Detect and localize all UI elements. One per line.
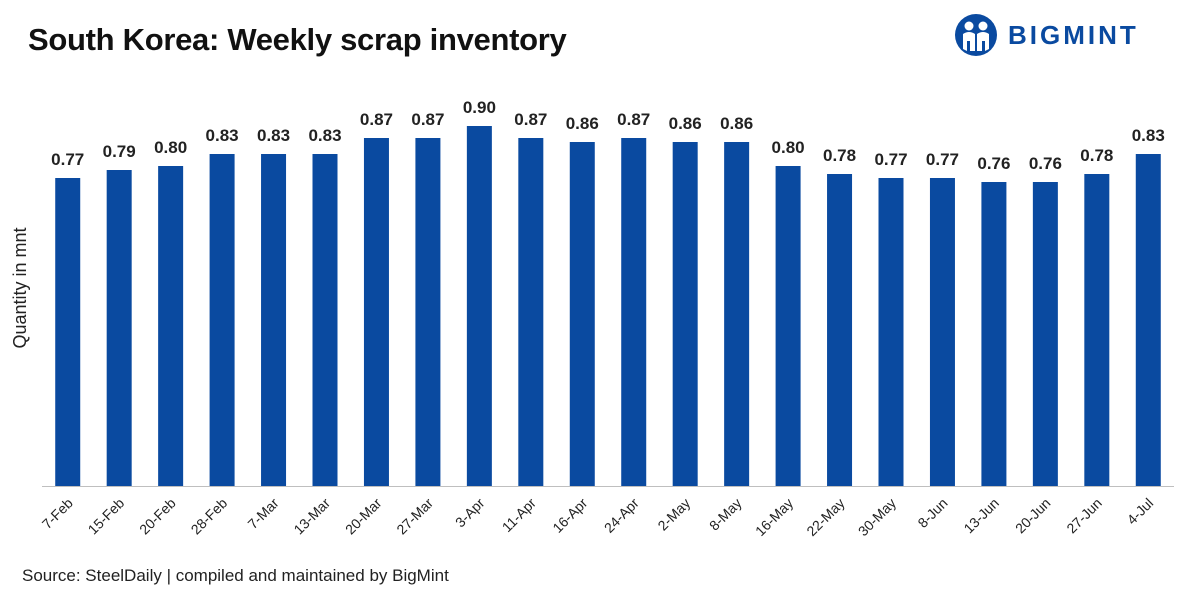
- value-label-16-Apr: 0.86: [566, 114, 599, 133]
- x-tick-label-4-Jul: 4-Jul: [1124, 495, 1157, 528]
- x-tick-labels-group: 7-Feb 15-Feb 20-Feb 28-Feb 7-Mar 13-Mar 20-Mar…: [39, 495, 1157, 540]
- value-label-27-Jun: 0.78: [1080, 146, 1113, 165]
- value-label-24-Apr: 0.87: [617, 110, 650, 129]
- bar-2-May: [672, 142, 698, 486]
- x-tick-label-20-Feb: 20-Feb: [136, 495, 179, 538]
- value-label-13-Mar: 0.83: [308, 126, 341, 145]
- value-label-7-Mar: 0.83: [257, 126, 290, 145]
- value-label-13-Jun: 0.76: [977, 154, 1010, 173]
- bar-13-Mar: [312, 154, 338, 486]
- value-label-15-Feb: 0.79: [103, 142, 136, 161]
- bar-8-Jun: [929, 178, 955, 486]
- x-tick-label-7-Feb: 7-Feb: [39, 495, 76, 532]
- bar-24-Apr: [621, 138, 647, 486]
- x-tick-label-13-Jun: 13-Jun: [960, 495, 1002, 537]
- x-tick-label-8-Jun: 8-Jun: [914, 495, 950, 531]
- value-labels-group: 0.77 0.79 0.80 0.83 0.83 0.83 0.87 0.87 0.90 0.87…: [51, 98, 1165, 173]
- x-tick-label-7-Mar: 7-Mar: [244, 495, 281, 532]
- bigmint-logo: BIGMINT: [954, 12, 1174, 58]
- x-tick-label-22-May: 22-May: [803, 495, 847, 539]
- bar-22-May: [827, 174, 853, 486]
- bar-11-Apr: [518, 138, 544, 486]
- x-tick-label-8-May: 8-May: [706, 495, 745, 534]
- value-label-16-May: 0.80: [772, 138, 805, 157]
- value-label-8-Jun: 0.77: [926, 150, 959, 169]
- bar-27-Jun: [1084, 174, 1110, 486]
- value-label-27-Mar: 0.87: [411, 110, 444, 129]
- bar-15-Feb: [106, 170, 132, 486]
- bar-20-Feb: [158, 166, 184, 486]
- bar-7-Feb: [55, 178, 81, 486]
- chart-title: South Korea: Weekly scrap inventory: [28, 22, 567, 57]
- value-label-7-Feb: 0.77: [51, 150, 84, 169]
- bar-8-May: [724, 142, 750, 486]
- bar-20-Mar: [363, 138, 389, 486]
- value-label-28-Feb: 0.83: [206, 126, 239, 145]
- bar-7-Mar: [261, 154, 287, 486]
- value-label-30-May: 0.77: [874, 150, 907, 169]
- bar-3-Apr: [466, 126, 492, 486]
- bar-30-May: [878, 178, 904, 486]
- x-tick-label-27-Jun: 27-Jun: [1063, 495, 1105, 537]
- bar-16-May: [775, 166, 801, 486]
- y-axis-label: Quantity in mnt: [10, 227, 30, 348]
- x-tick-label-2-May: 2-May: [654, 495, 693, 534]
- x-tick-label-16-May: 16-May: [752, 495, 796, 539]
- value-label-3-Apr: 0.90: [463, 98, 496, 117]
- bar-16-Apr: [569, 142, 595, 486]
- logo-text: BIGMINT: [1008, 19, 1139, 50]
- value-label-4-Jul: 0.83: [1132, 126, 1165, 145]
- x-tick-label-11-Apr: 11-Apr: [499, 495, 540, 536]
- source-note: Source: SteelDaily | compiled and mainta…: [22, 566, 449, 585]
- x-tick-label-13-Mar: 13-Mar: [290, 495, 333, 538]
- x-tick-label-3-Apr: 3-Apr: [452, 495, 488, 531]
- value-label-11-Apr: 0.87: [514, 110, 547, 129]
- x-tick-label-20-Jun: 20-Jun: [1012, 495, 1054, 537]
- value-label-2-May: 0.86: [669, 114, 702, 133]
- bar-4-Jul: [1135, 154, 1161, 486]
- x-tick-label-24-Apr: 24-Apr: [601, 495, 642, 536]
- x-tick-label-27-Mar: 27-Mar: [393, 495, 436, 538]
- bigmint-logo-icon: [955, 14, 997, 56]
- x-tick-label-16-Apr: 16-Apr: [549, 495, 590, 536]
- bar-27-Mar: [415, 138, 441, 486]
- x-tick-label-28-Feb: 28-Feb: [188, 495, 231, 538]
- bars-group: [55, 126, 1161, 486]
- value-label-22-May: 0.78: [823, 146, 856, 165]
- x-tick-label-15-Feb: 15-Feb: [85, 495, 128, 538]
- bar-13-Jun: [981, 182, 1007, 486]
- bar-20-Jun: [1032, 182, 1058, 486]
- value-label-20-Mar: 0.87: [360, 110, 393, 129]
- bar-28-Feb: [209, 154, 235, 486]
- x-tick-label-20-Mar: 20-Mar: [342, 495, 385, 538]
- value-label-20-Jun: 0.76: [1029, 154, 1062, 173]
- value-label-8-May: 0.86: [720, 114, 753, 133]
- value-label-20-Feb: 0.80: [154, 138, 187, 157]
- x-tick-label-30-May: 30-May: [855, 495, 899, 539]
